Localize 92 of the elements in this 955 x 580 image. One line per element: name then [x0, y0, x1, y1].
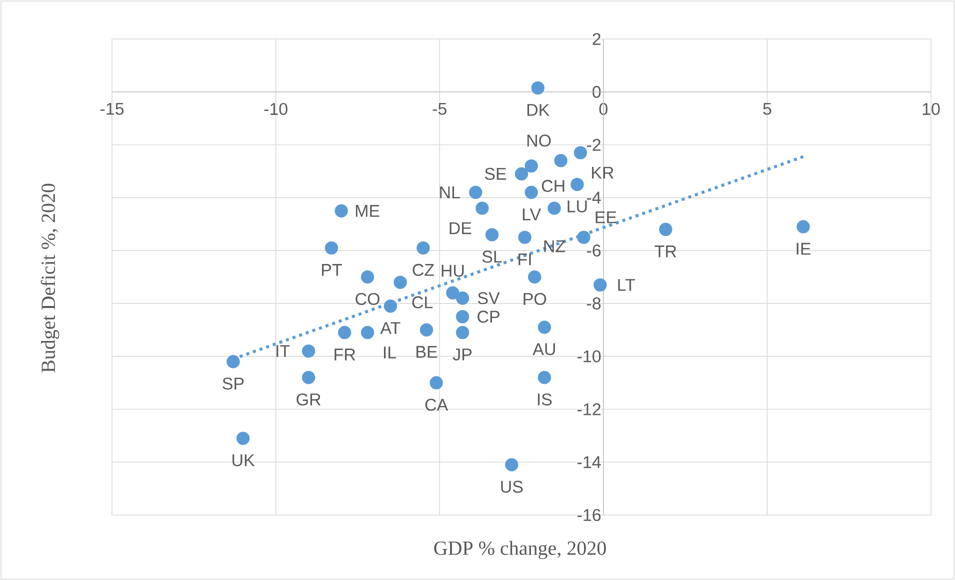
annotation: CL [412, 296, 433, 308]
annotation: NL [440, 186, 460, 198]
annotation: SL [482, 250, 502, 263]
annotation: DE [450, 222, 472, 234]
annotation: JP [452, 348, 472, 360]
y-tick-label: -8 [586, 297, 601, 310]
point [456, 292, 470, 305]
point [514, 167, 528, 180]
annotation: EE [596, 211, 616, 224]
annotation: IS [538, 393, 552, 406]
point [538, 370, 552, 384]
annotation: FI [518, 253, 531, 266]
point [548, 202, 561, 215]
point [456, 326, 470, 340]
annotation: LU [568, 200, 587, 212]
point [302, 344, 316, 358]
y-tick-label: -2 [586, 138, 600, 151]
point [446, 286, 460, 300]
annotation: IL [384, 346, 396, 358]
y-tick-label: -12 [578, 403, 600, 416]
point [485, 228, 499, 242]
annotation: AT [380, 322, 400, 334]
annotation: TR [654, 246, 676, 258]
x-tick-label: -10 [264, 102, 288, 115]
annotation: SP [222, 378, 244, 390]
y-axis-title: Budget Deficit %, 2020 [40, 184, 60, 372]
point [469, 186, 482, 199]
annotation: CO [356, 292, 380, 306]
annotation: GR [296, 393, 321, 406]
x-tick-label: 5 [763, 102, 772, 115]
point [796, 220, 810, 234]
annotation: ME [356, 205, 380, 217]
point [226, 355, 240, 368]
point [416, 241, 430, 255]
point [659, 222, 672, 236]
y-tick-label: -6 [586, 244, 601, 257]
point [528, 270, 542, 284]
annotation: IE [796, 242, 811, 255]
point [554, 154, 568, 168]
point [594, 278, 607, 292]
annotation: CA [425, 398, 448, 411]
annotation: SE [484, 168, 506, 180]
annotation: KR [592, 166, 614, 179]
point [476, 202, 489, 215]
point [577, 230, 590, 244]
annotation: US [501, 480, 523, 493]
point [538, 320, 552, 334]
point [360, 270, 374, 284]
point [394, 276, 407, 289]
annotation: DK [527, 104, 550, 116]
point [430, 376, 443, 390]
x-tick-label: 10 [922, 102, 940, 115]
point [338, 326, 352, 340]
point [574, 146, 588, 160]
annotation: PO [524, 292, 546, 306]
annotation: LV [522, 208, 542, 220]
annotation: PT [322, 264, 342, 276]
annotation: LT [618, 279, 636, 291]
annotation: BE [416, 346, 438, 358]
point [302, 370, 316, 384]
point [324, 241, 338, 255]
y-tick-label: -10 [578, 350, 601, 362]
annotation: IT [276, 345, 290, 357]
point [334, 204, 348, 218]
y-tick-label: -4 [586, 192, 601, 204]
point [420, 323, 434, 336]
annotation: AU [532, 343, 555, 356]
annotation: FR [334, 348, 356, 360]
y-tick-label: 0 [592, 86, 601, 98]
y-tick-label: -16 [578, 508, 601, 522]
annotation: UK [232, 454, 255, 466]
point [384, 299, 398, 313]
x-tick-label: -5 [432, 102, 446, 115]
point [570, 178, 584, 192]
annotation: CH [542, 180, 564, 192]
point [531, 81, 544, 95]
y-tick-label: -14 [578, 456, 601, 468]
point [360, 326, 374, 340]
annotation: SV [478, 292, 500, 304]
x-tick-label: -15 [100, 102, 124, 115]
x-axis-title: GDP % change, 2020 [434, 540, 606, 560]
point [505, 458, 518, 472]
point [524, 159, 538, 173]
annotation: CZ [412, 264, 434, 276]
point [524, 186, 538, 199]
point [518, 230, 532, 244]
annotation: CP [478, 310, 500, 323]
point [456, 310, 470, 324]
y-tick-label: 2 [592, 33, 600, 45]
annotation: NO [527, 134, 551, 147]
annotation: HU [442, 264, 464, 277]
point [236, 432, 250, 445]
